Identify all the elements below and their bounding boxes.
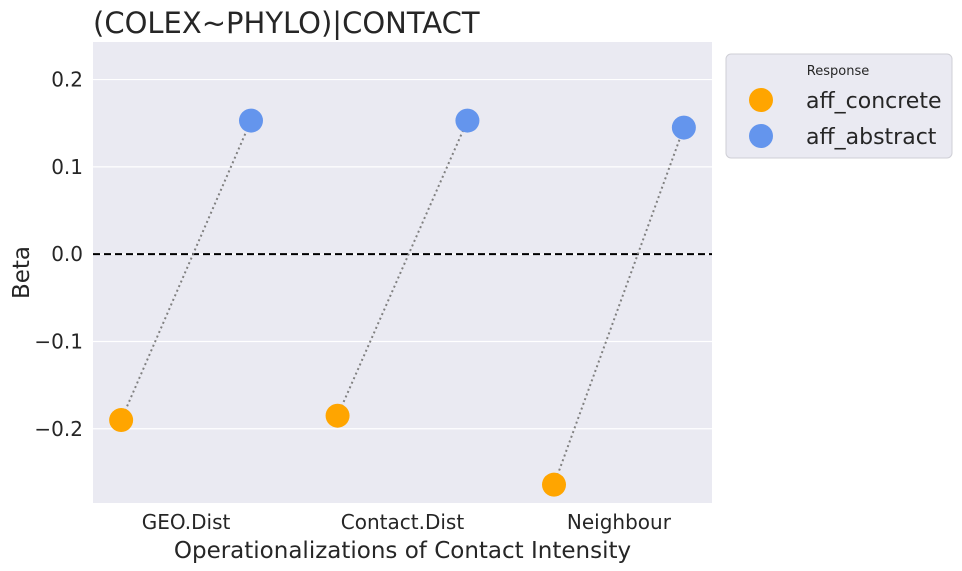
x-tick-label: GEO.Dist bbox=[142, 510, 231, 534]
legend-title: Response bbox=[807, 64, 869, 79]
y-tick-label: −0.1 bbox=[34, 329, 83, 353]
legend-marker-aff_abstract bbox=[749, 124, 773, 148]
legend-label-aff_abstract: aff_abstract bbox=[806, 125, 937, 150]
point-aff_concrete bbox=[109, 408, 134, 433]
connector-line bbox=[336, 120, 469, 417]
y-axis-label: Beta bbox=[9, 246, 35, 299]
x-tick-label: Neighbour bbox=[567, 510, 672, 534]
x-axis-label: Operationalizations of Contact Intensity bbox=[174, 538, 631, 564]
x-tick-label: Contact.Dist bbox=[341, 510, 465, 534]
data-points bbox=[109, 108, 696, 497]
point-aff_abstract bbox=[238, 108, 263, 133]
legend: Response aff_concrete aff_abstract bbox=[725, 53, 953, 159]
legend-box bbox=[725, 53, 953, 159]
y-tick-label: 0.0 bbox=[51, 242, 83, 266]
point-aff_abstract bbox=[455, 108, 480, 133]
legend-label-aff_concrete: aff_concrete bbox=[806, 89, 942, 114]
plot-background bbox=[93, 42, 712, 503]
y-tick-label: 0.1 bbox=[51, 155, 83, 179]
connector-line bbox=[553, 127, 685, 486]
x-tick-labels: GEO.Dist Contact.Dist Neighbour bbox=[142, 510, 672, 534]
point-aff_concrete bbox=[325, 403, 350, 428]
y-tick-label: 0.2 bbox=[51, 68, 83, 92]
point-aff_abstract bbox=[671, 115, 696, 140]
legend-items: aff_concrete aff_abstract bbox=[749, 88, 942, 150]
connectors bbox=[120, 120, 685, 486]
y-tick-labels: 0.2 0.1 0.0 −0.1 −0.2 bbox=[34, 68, 83, 441]
legend-marker-aff_concrete bbox=[749, 88, 773, 112]
chart-title: (COLEX~PHYLO)|CONTACT bbox=[93, 6, 480, 40]
point-aff_concrete bbox=[542, 472, 567, 497]
y-tick-label: −0.2 bbox=[34, 417, 83, 441]
